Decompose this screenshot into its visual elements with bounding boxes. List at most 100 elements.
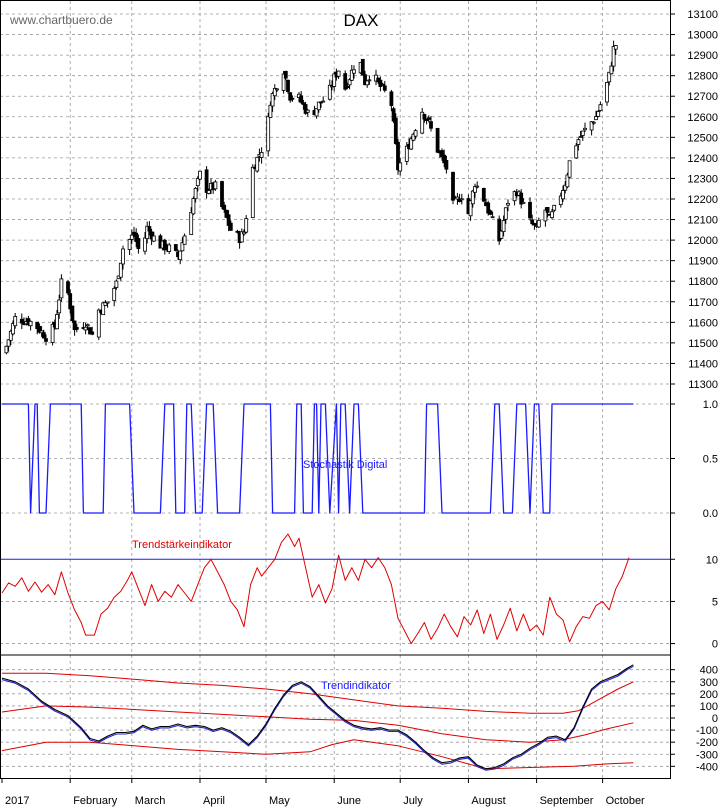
trend-main-line: [1, 664, 634, 770]
candle-body: [347, 79, 352, 86]
candle-body: [473, 186, 477, 193]
candle-body: [13, 316, 18, 327]
watermark: www.chartbuero.de: [9, 13, 113, 27]
candle-body: [321, 100, 326, 103]
x-tick-label: 2017: [5, 795, 29, 807]
candle-body: [50, 323, 55, 343]
candle-body: [37, 325, 42, 333]
candle-body: [345, 85, 350, 89]
candle-body: [85, 324, 90, 327]
candle-body: [228, 222, 233, 231]
y-tick-label: 12300: [687, 173, 718, 185]
candle-body: [59, 278, 64, 299]
y-tick-label: 12800: [687, 71, 718, 83]
stochastik-digital-layer: [2, 403, 634, 514]
candle-body: [589, 121, 594, 131]
candle-body: [565, 174, 570, 188]
x-tick-label: February: [73, 795, 118, 807]
candle-body: [611, 46, 616, 67]
candle-body: [536, 219, 541, 228]
candle-body: [129, 234, 134, 240]
x-tick-label: March: [135, 795, 166, 807]
candle-body: [442, 154, 447, 164]
candle-body: [68, 293, 73, 310]
candle-body: [206, 190, 211, 194]
candle-body: [255, 156, 260, 172]
candle-body: [147, 226, 152, 232]
candle-body: [114, 280, 119, 288]
y-tick-label: 11600: [688, 317, 718, 329]
candle-body: [301, 102, 306, 105]
candle-body: [66, 281, 70, 294]
candle-body: [521, 201, 526, 204]
candle-body: [136, 238, 141, 249]
candle-body: [103, 302, 108, 306]
candle-body: [272, 87, 277, 97]
candle-body: [470, 190, 475, 205]
plot-frame: [0, 0, 671, 779]
candle-body: [19, 318, 24, 324]
candle-body: [519, 192, 524, 205]
candle-body: [435, 127, 440, 153]
y-tick-label: -300: [696, 749, 718, 761]
x-tick-label: September: [540, 795, 594, 807]
candle-body: [286, 79, 290, 93]
y-tick-label: 13100: [687, 9, 718, 21]
candle-body: [74, 326, 79, 330]
candle-body: [143, 237, 147, 252]
candle-body: [609, 65, 614, 75]
candle-body: [167, 244, 172, 252]
y-tick-label: 200: [700, 689, 718, 701]
x-tick-labels: 2017 February March April May June July August S…: [1, 778, 645, 807]
candle-body: [486, 202, 491, 214]
x-tick-label: June: [337, 795, 361, 807]
candle-body: [411, 133, 416, 141]
candle-body: [574, 145, 579, 159]
candle-body: [550, 211, 554, 219]
candle-body: [193, 187, 198, 200]
candle-body: [70, 305, 75, 322]
candle-body: [305, 109, 310, 113]
candle-body: [244, 218, 249, 233]
y-tick-label: 1.0: [703, 399, 718, 411]
candle-body: [96, 309, 101, 338]
candle-body: [409, 138, 414, 150]
candle-body: [583, 127, 587, 131]
y-tick-label: 11800: [688, 276, 718, 288]
candle-body: [561, 190, 565, 200]
candle-body: [191, 198, 196, 215]
trendstaerke-line: [1, 533, 630, 645]
y-tick-label: 10: [706, 554, 718, 566]
candle-body: [195, 178, 200, 187]
candle-body: [224, 209, 229, 218]
candle-body: [288, 92, 293, 101]
candle-body: [314, 108, 319, 117]
candle-body: [235, 230, 240, 233]
y-tick-label: 12000: [687, 235, 718, 247]
candle-body: [532, 223, 537, 226]
candle-body: [396, 141, 400, 171]
candle-body: [512, 191, 517, 202]
y-tick-label: 11900: [688, 256, 718, 268]
candle-body: [189, 212, 194, 235]
y-tick-label: 0: [712, 639, 718, 651]
y-tick-label: 0: [712, 713, 718, 725]
y-tick-label: 12600: [687, 112, 718, 124]
candle-body: [268, 104, 273, 118]
candle-body: [57, 299, 62, 314]
candle-body: [378, 79, 383, 87]
y-tick-label: 12700: [687, 91, 718, 103]
y-tick-label: 12200: [687, 194, 718, 206]
candle-body: [88, 327, 92, 335]
trend-label: Trendindikator: [321, 680, 391, 692]
stochastik-digital-line: [2, 403, 634, 514]
trend-middle-band: [1, 705, 634, 743]
y-tick-label: 0.5: [703, 454, 718, 466]
candle-body: [316, 101, 321, 111]
candle-body: [127, 239, 132, 250]
candle-body: [101, 302, 106, 316]
candle-body: [451, 171, 455, 201]
candle-body: [380, 83, 385, 86]
candle-body: [178, 250, 183, 261]
candle-body: [475, 185, 480, 188]
